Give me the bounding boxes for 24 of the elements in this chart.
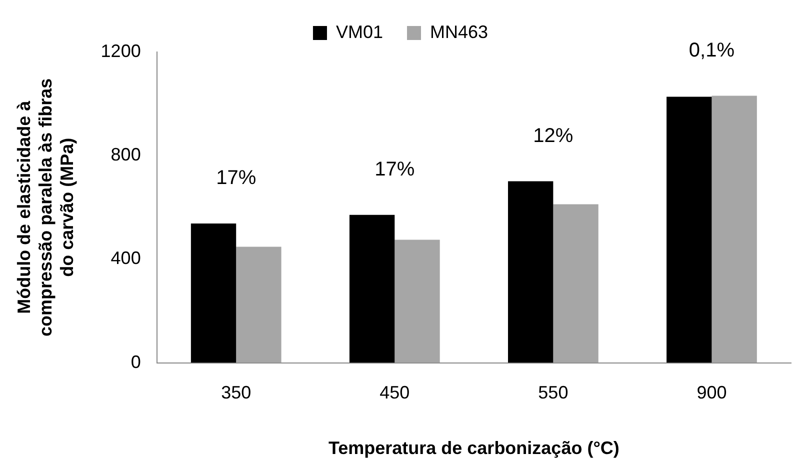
x-tick-label: 450 — [380, 382, 410, 403]
bar — [553, 204, 598, 363]
bar — [349, 214, 395, 363]
x-tick-label: 550 — [538, 382, 568, 403]
bar — [190, 223, 236, 363]
y-tick-label: 0 — [130, 352, 141, 372]
annotation: 12% — [533, 124, 574, 147]
annotation: 17% — [374, 158, 415, 180]
bar — [712, 96, 757, 363]
bar — [236, 246, 282, 363]
y-tick-label: 400 — [110, 248, 141, 268]
x-tick-label: 350 — [221, 382, 252, 403]
y-tick-label: 1200 — [100, 40, 141, 61]
x-axis-title: Temperatura de carbonização (°C) — [328, 438, 620, 458]
annotation: 0,1% — [688, 39, 735, 62]
annotation: 17% — [216, 166, 256, 189]
legend-label: MN463 — [430, 22, 488, 42]
legend-label: VM01 — [336, 22, 384, 42]
bar — [666, 96, 712, 363]
y-axis-title: Módulo de elasticidade à compressão paralela às fibras do carvão (MPa) — [14, 78, 77, 336]
x-tick-label: 900 — [696, 382, 727, 403]
bar — [394, 240, 440, 363]
y-tick-label: 800 — [110, 144, 141, 165]
bar — [508, 181, 554, 363]
